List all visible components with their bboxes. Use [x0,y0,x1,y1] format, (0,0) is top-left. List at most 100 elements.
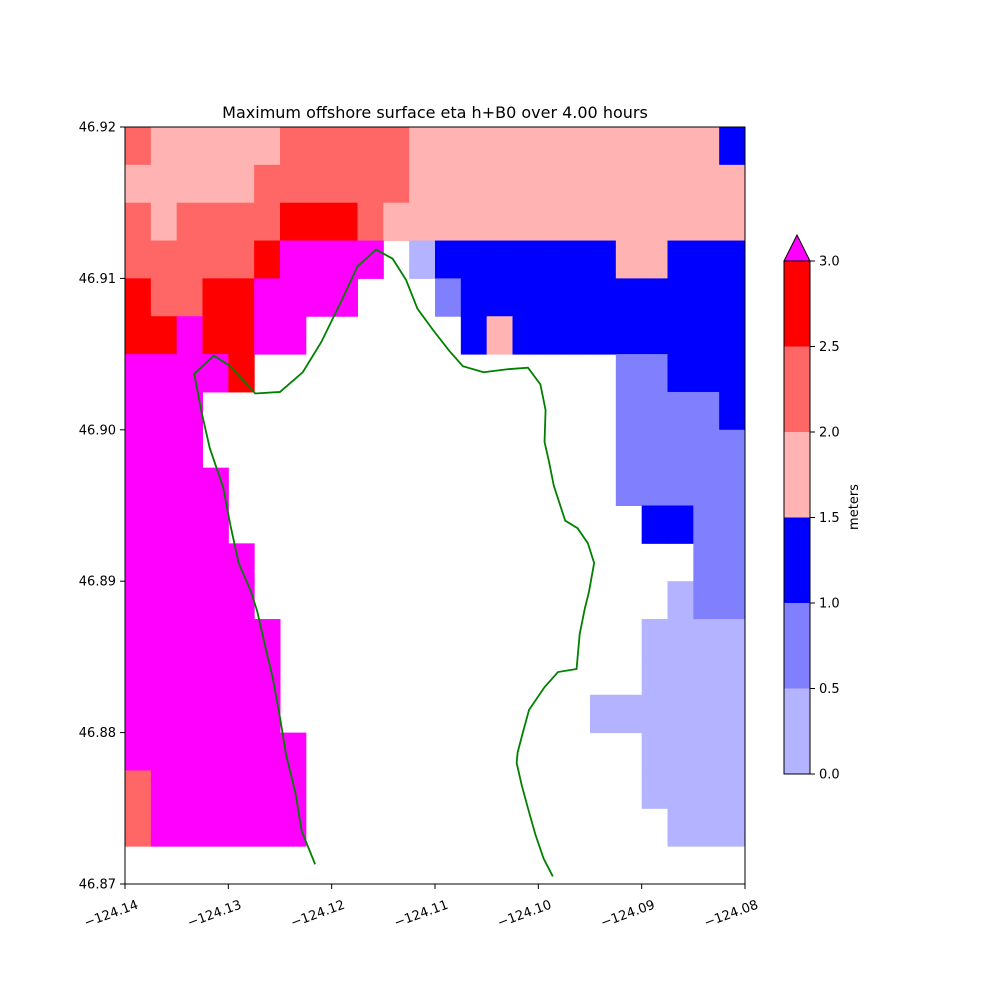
heatmap-cell [202,619,229,658]
heatmap-cell [280,808,307,847]
heatmap-cell [305,127,333,166]
heatmap-cell [202,127,229,166]
heatmap-cell [641,354,668,393]
heatmap-cell [150,732,178,771]
heatmap-cell [305,240,333,279]
y-tick-label: 46.88 [79,726,116,741]
heatmap-cell [280,164,307,204]
heatmap-cell [150,770,178,809]
heatmap-cell [228,164,255,204]
heatmap-cell [409,127,436,166]
heatmap-cell [719,240,746,279]
heatmap-cell [435,127,462,166]
heatmap-cell [667,278,694,317]
heatmap-cell [125,808,152,847]
heatmap-cell [719,581,746,620]
colorbar-tick-label: 2.0 [819,426,840,441]
heatmap-cell [357,127,384,166]
y-tick-label: 46.91 [79,272,116,287]
heatmap-cell [228,694,255,734]
colorbar-tick-label: 2.5 [819,340,840,355]
heatmap-cell [693,505,720,544]
heatmap-cell [460,316,488,355]
heatmap-cell [202,505,229,544]
heatmap-cell [150,429,178,469]
heatmap-cell [228,581,255,620]
heatmap-cell [667,770,694,809]
heatmap-cell [150,278,178,317]
colorbar-band [784,603,810,689]
colorbar-tick-label: 1.0 [819,597,840,612]
heatmap-cell [667,127,694,166]
heatmap-cell [228,770,255,809]
heatmap-cell [693,391,720,431]
heatmap-cell [254,240,281,279]
heatmap-cell [305,278,333,317]
heatmap-cell [667,808,694,847]
colorbar-tick-label: 1.5 [819,511,840,526]
heatmap-cell [667,391,694,431]
heatmap-cell [512,202,539,242]
heatmap-cell [719,732,746,771]
heatmap-cell [615,354,643,393]
heatmap-cell [125,770,152,809]
heatmap-cell [254,278,281,317]
colorbar-band [784,517,810,603]
heatmap-cell [693,808,720,847]
heatmap-cell [125,202,152,242]
heatmap-cell [228,127,255,166]
heatmap-cell [150,656,178,696]
heatmap-cell [719,164,746,204]
heatmap-cell [512,278,539,317]
heatmap-cell [667,581,694,620]
heatmap-cell [305,164,333,204]
heatmap-cell [538,127,565,166]
colorbar-tick-label: 3.0 [819,255,840,270]
heatmap-cell [176,202,203,242]
heatmap-cell [150,543,178,582]
heatmap-cell [228,278,255,317]
colorbar-band [784,346,810,432]
heatmap-cell [125,581,152,620]
colorbar-ticks: 0.0 0.5 1.0 1.5 2.0 2.5 3.0 [810,255,840,783]
heatmap-cell [719,505,746,544]
heatmap-cell [176,732,203,771]
heatmap-cell [667,316,694,355]
heatmap-cell [125,391,152,431]
heatmap-cell [125,240,152,279]
heatmap-cell [590,278,617,317]
heatmap-cell [590,316,617,355]
heatmap-cell [176,240,203,279]
heatmap-cell [667,164,694,204]
heatmap-cell [125,467,152,506]
heatmap-cell [176,656,203,696]
heatmap-cell [383,164,410,204]
heatmap-cell [641,164,668,204]
heatmap-cell [512,127,539,166]
heatmap-cell [150,694,178,734]
y-tick-label: 46.90 [79,423,116,438]
heatmap-cell [125,505,152,544]
colorbar-band [784,688,810,774]
y-axis: 46.87 46.88 46.89 46.90 46.91 46.92 [79,121,125,893]
heatmap-cell [615,694,643,734]
heatmap-cell [357,164,384,204]
heatmap-cell [641,770,668,809]
heatmap-cell [512,240,539,279]
heatmap-cell [176,467,203,506]
heatmap-cell [615,316,643,355]
heatmap-cell [150,619,178,658]
heatmap-cell [176,619,203,658]
heatmap-cell [435,240,462,279]
heatmap-cell [254,127,281,166]
heatmap-cell [564,316,591,355]
heatmap-cell [125,619,152,658]
heatmap-cell [538,164,565,204]
heatmap-cell [486,127,513,166]
heatmap-cell [693,467,720,506]
heatmap-cell [202,467,229,506]
heatmap-cell [176,429,203,469]
heatmap-cell [125,278,152,317]
heatmap-cell [331,164,358,204]
heatmap-cell [254,808,281,847]
